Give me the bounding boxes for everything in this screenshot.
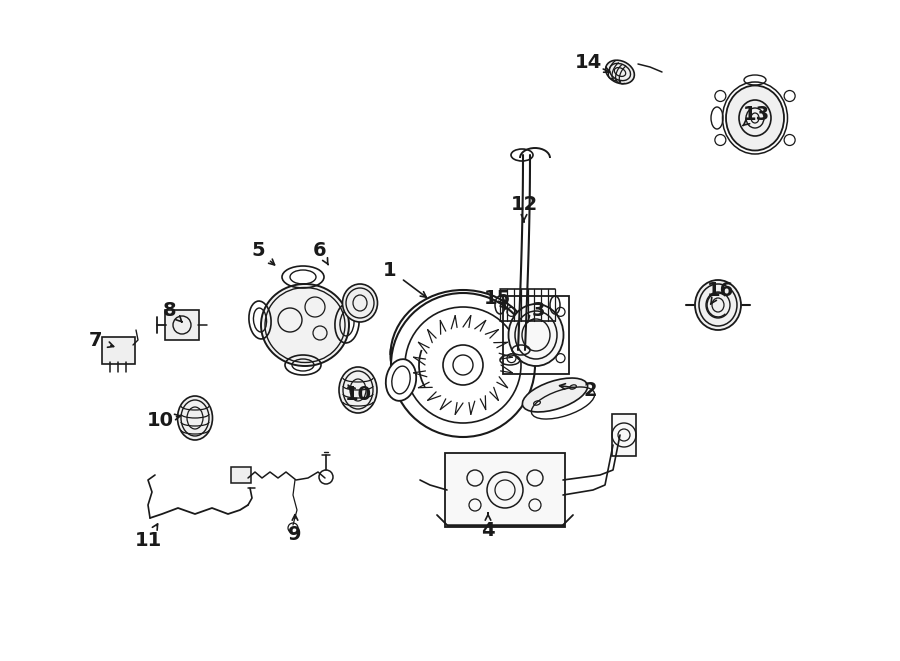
Text: 10: 10 xyxy=(345,385,372,405)
Text: 9: 9 xyxy=(288,525,302,545)
Text: 2: 2 xyxy=(583,381,597,399)
Text: 14: 14 xyxy=(574,52,601,71)
Text: 11: 11 xyxy=(134,531,162,549)
Ellipse shape xyxy=(343,284,377,322)
Ellipse shape xyxy=(177,396,212,440)
Ellipse shape xyxy=(339,367,377,413)
Ellipse shape xyxy=(726,85,784,151)
FancyBboxPatch shape xyxy=(231,467,251,483)
FancyBboxPatch shape xyxy=(612,414,636,456)
Text: 7: 7 xyxy=(88,330,102,350)
FancyBboxPatch shape xyxy=(102,336,134,364)
Text: 3: 3 xyxy=(531,301,544,319)
Text: 13: 13 xyxy=(742,106,770,124)
Ellipse shape xyxy=(695,280,741,330)
Ellipse shape xyxy=(606,60,634,84)
Ellipse shape xyxy=(386,359,416,401)
Text: 1: 1 xyxy=(383,260,397,280)
Text: 10: 10 xyxy=(147,410,174,430)
FancyBboxPatch shape xyxy=(445,453,565,527)
Ellipse shape xyxy=(522,378,588,412)
Text: 5: 5 xyxy=(251,241,265,260)
Text: 4: 4 xyxy=(482,520,495,539)
Text: 15: 15 xyxy=(483,288,510,307)
Ellipse shape xyxy=(508,304,563,366)
Text: 12: 12 xyxy=(510,196,537,215)
Text: 8: 8 xyxy=(163,301,176,319)
Ellipse shape xyxy=(261,284,349,366)
Text: 16: 16 xyxy=(706,280,733,299)
FancyBboxPatch shape xyxy=(165,310,199,340)
Text: 6: 6 xyxy=(313,241,327,260)
